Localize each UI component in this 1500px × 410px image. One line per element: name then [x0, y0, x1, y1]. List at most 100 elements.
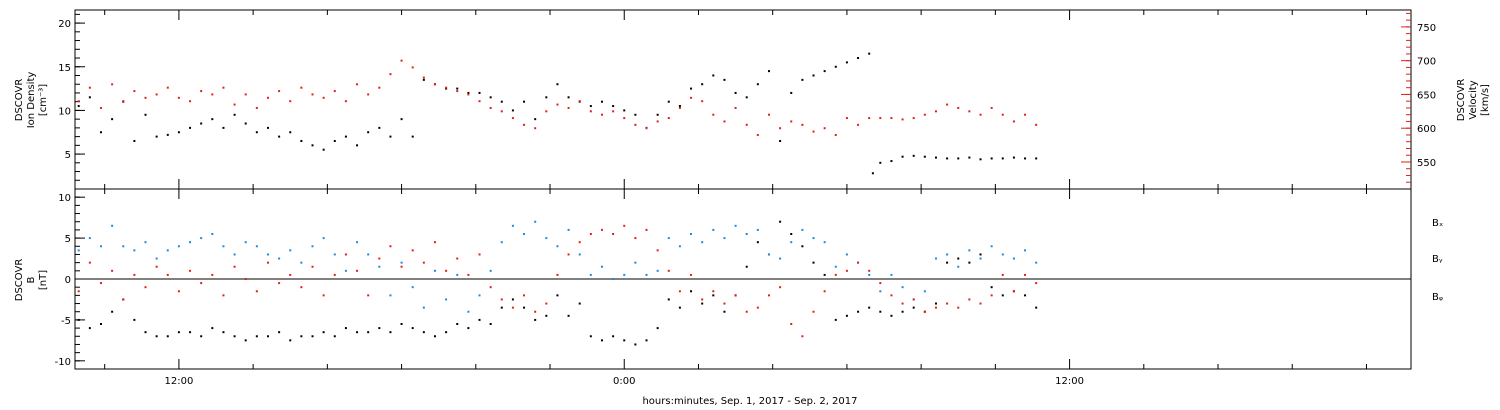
velocity-point	[244, 93, 247, 96]
b-point-by	[656, 269, 659, 272]
b-point-by	[1001, 253, 1004, 256]
density-point	[801, 78, 804, 81]
b-point-by	[344, 269, 347, 272]
velocity-point	[890, 117, 893, 120]
b-point-bz	[456, 257, 459, 260]
b-point-bx	[222, 331, 225, 334]
b-point-bz	[556, 273, 559, 276]
b-point-bz	[990, 294, 993, 297]
b-point-bx	[589, 335, 592, 338]
b-point-bx	[111, 310, 114, 313]
density-point	[411, 135, 414, 138]
velocity-point	[968, 110, 971, 113]
b-point-bz	[222, 294, 225, 297]
y-tick-label: 0	[65, 275, 71, 286]
b-point-bx	[957, 257, 960, 260]
density-axis-label-line1: DSCOVR	[14, 79, 25, 122]
velocity-point	[255, 106, 258, 109]
b-point-by	[990, 245, 993, 248]
density-point	[266, 126, 269, 129]
density-point	[1035, 157, 1038, 160]
velocity-point	[433, 83, 436, 86]
b-point-bz	[300, 286, 303, 289]
b-point-bx	[255, 335, 258, 338]
b-point-bz	[678, 290, 681, 293]
velocity-point	[400, 59, 403, 62]
density-point	[456, 87, 459, 90]
b-point-bz	[845, 269, 848, 272]
b-point-bz	[445, 269, 448, 272]
x-tick-label: 0:00	[613, 376, 635, 387]
velocity-point	[1001, 113, 1004, 116]
velocity-point	[545, 110, 548, 113]
density-point	[367, 131, 370, 134]
velocity-point	[523, 123, 526, 126]
velocity-point	[790, 120, 793, 123]
b-point-by	[456, 273, 459, 276]
b-point-by	[645, 273, 648, 276]
density-point	[278, 135, 281, 138]
b-point-bx	[745, 265, 748, 268]
velocity-point	[556, 103, 559, 106]
b-point-bx	[467, 327, 470, 330]
velocity-point	[99, 106, 102, 109]
density-point	[155, 135, 158, 138]
density-point	[400, 118, 403, 121]
b-point-bz	[1012, 290, 1015, 293]
b-point-bz	[968, 298, 971, 301]
b-point-bx	[834, 318, 837, 321]
x-axis-ticks: 12:00 0:00 12:00	[104, 10, 1367, 387]
b-point-bz	[879, 282, 882, 285]
b-point-bz	[278, 282, 281, 285]
velocity-point	[857, 123, 860, 126]
b-point-bz	[656, 249, 659, 252]
b-point-by	[723, 237, 726, 240]
velocity-point	[300, 86, 303, 89]
density-point	[656, 113, 659, 116]
b-point-bz	[534, 310, 537, 313]
b-point-by	[612, 278, 615, 280]
b-point-by	[567, 228, 570, 231]
b-point-bz	[901, 302, 904, 305]
b-point-bx	[311, 335, 314, 338]
b-point-bx	[433, 335, 436, 338]
density-point	[144, 113, 147, 116]
velocity-point	[500, 110, 503, 113]
y-tick-label: 5	[65, 150, 71, 161]
b-point-by	[311, 245, 314, 248]
density-point	[667, 100, 670, 103]
b-point-bx	[445, 331, 448, 334]
b-point-bz	[400, 265, 403, 268]
b-point-bx	[567, 314, 570, 317]
b-point-by	[823, 241, 826, 244]
b-point-bx	[133, 318, 136, 321]
b-point-bx	[634, 343, 637, 346]
b-point-bz	[177, 290, 180, 293]
velocity-point	[1024, 113, 1027, 116]
b-point-bx	[289, 339, 292, 342]
b-point-by	[489, 269, 492, 272]
b-point-bx	[901, 310, 904, 313]
b-point-bz	[411, 249, 414, 252]
density-point	[422, 78, 425, 81]
b-point-bz	[712, 290, 715, 293]
density-point	[912, 154, 915, 157]
density-point	[567, 96, 570, 99]
density-point	[612, 105, 615, 108]
velocity-point	[367, 93, 370, 96]
velocity-point	[823, 127, 826, 130]
velocity-point	[957, 106, 960, 109]
b-point-bx	[189, 331, 192, 334]
b-point-bz	[111, 269, 114, 272]
b-point-bx	[756, 241, 759, 244]
b-point-bx	[1024, 294, 1027, 297]
bfield-axis-label-line1: DSCOVR	[14, 259, 25, 302]
velocity-axis-label-line2: Velocity	[1468, 80, 1479, 119]
b-point-bx	[779, 220, 782, 223]
b-point-bx	[723, 310, 726, 313]
density-point	[177, 131, 180, 134]
b-point-bz	[612, 233, 615, 235]
b-point-by	[934, 257, 937, 260]
density-point	[890, 160, 893, 163]
b-point-bz	[779, 286, 782, 289]
